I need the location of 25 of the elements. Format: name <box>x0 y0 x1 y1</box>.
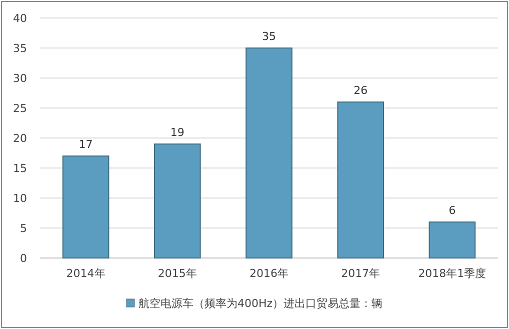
bar <box>246 48 292 258</box>
bar <box>154 144 201 258</box>
data-label: 6 <box>448 204 456 217</box>
y-tick-label: 30 <box>13 72 27 85</box>
y-tick-label: 40 <box>13 12 27 25</box>
bar <box>337 102 384 258</box>
data-label: 17 <box>78 138 93 151</box>
data-label: 19 <box>170 126 184 139</box>
data-label: 35 <box>262 30 276 43</box>
y-tick-label: 0 <box>20 252 27 265</box>
y-tick-label: 10 <box>13 192 27 205</box>
y-tick-label: 25 <box>13 102 27 115</box>
y-tick-label: 5 <box>20 222 27 235</box>
legend-label: 航空电源车（频率为400Hz）进出口贸易总量：辆 <box>138 297 383 310</box>
bar <box>62 156 110 258</box>
x-tick-label: 2018年1季度 <box>418 267 486 280</box>
y-tick-label: 20 <box>13 132 27 145</box>
y-tick-label: 15 <box>13 162 27 175</box>
x-tick-label: 2017年 <box>341 267 380 280</box>
bar <box>428 222 476 258</box>
x-tick-label: 2014年 <box>66 267 106 280</box>
data-label: 26 <box>354 84 368 97</box>
y-tick-label: 35 <box>13 42 27 55</box>
x-tick-label: 2016年 <box>250 267 288 280</box>
x-tick-label: 2015年 <box>158 267 197 280</box>
